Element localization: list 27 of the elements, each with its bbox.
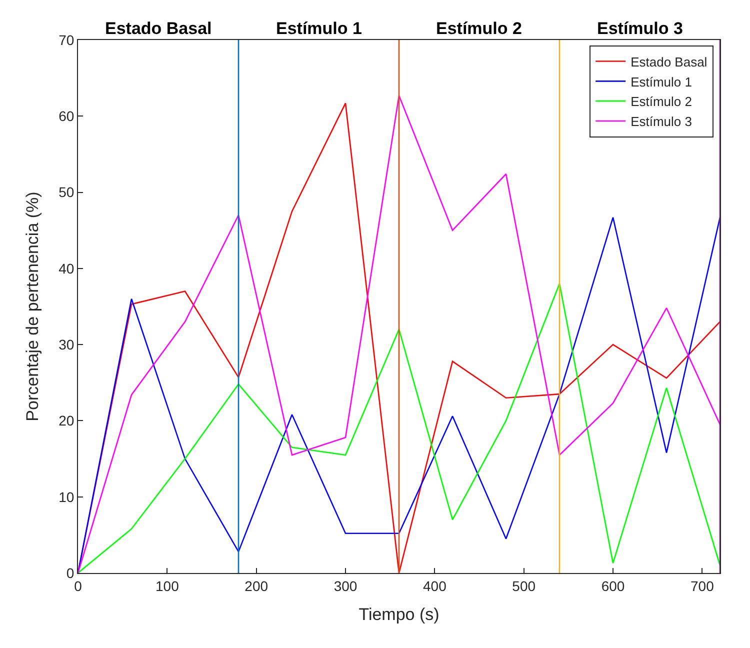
x-tick-label: 500 xyxy=(512,578,536,594)
x-tick-label: 700 xyxy=(690,578,714,594)
y-tick-label: 40 xyxy=(58,260,74,276)
y-tick-label: 0 xyxy=(66,564,74,581)
x-tick-label: 400 xyxy=(422,578,447,594)
y-tick-label: 70 xyxy=(58,32,74,48)
text: Estado Basal xyxy=(105,19,212,38)
text: Estímulo 3 xyxy=(597,19,683,38)
legend-label: Estímulo 2 xyxy=(630,94,692,110)
legend-label: Estímulo 1 xyxy=(630,74,692,90)
line-series xyxy=(78,216,720,573)
y-tick-label: 60 xyxy=(58,108,74,124)
y-tick-label: 10 xyxy=(58,488,74,505)
x-tick-label: 600 xyxy=(601,578,625,594)
y-axis-title: Porcentaje de pertenencia (%) xyxy=(23,192,42,422)
x-tick-label: 300 xyxy=(334,578,358,594)
legend-label: Estado Basal xyxy=(630,54,708,70)
text: Estímulo 1 xyxy=(276,19,362,38)
y-tick-label: 30 xyxy=(58,336,74,352)
line-series xyxy=(78,283,720,573)
y-tick-label: 20 xyxy=(58,412,74,429)
x-tick-label: 100 xyxy=(155,578,180,594)
legend-label: Estímulo 3 xyxy=(630,114,692,130)
x-tick-label: 200 xyxy=(244,578,268,594)
text: Estímulo 2 xyxy=(436,19,522,38)
y-tick-label: 50 xyxy=(58,184,74,200)
x-axis-title: Tiempo (s) xyxy=(358,605,440,624)
